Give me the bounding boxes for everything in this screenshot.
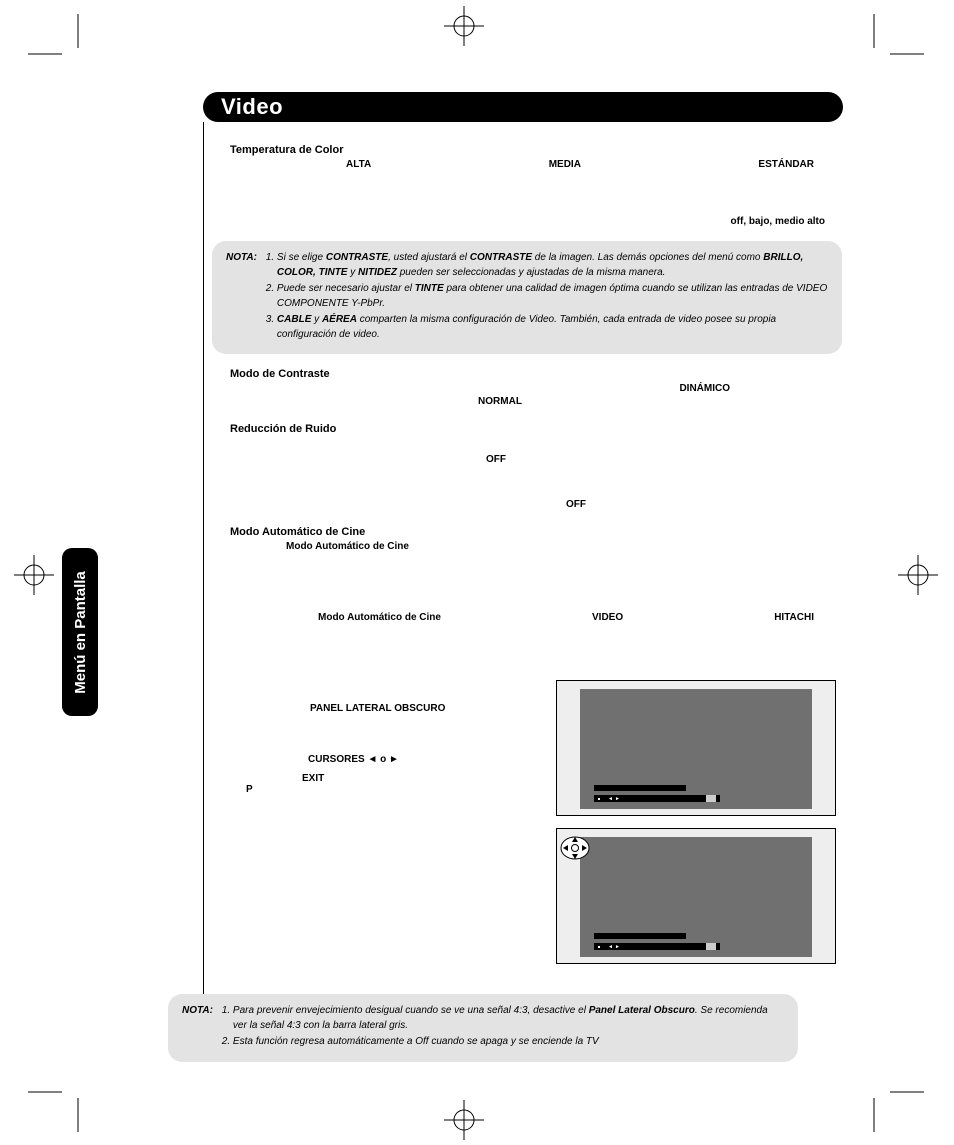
dpad-icon [560,833,590,863]
osd-slider-row-bottom: ◄► [594,943,720,950]
cine-row: Modo Automático de Cine VIDEO HITACHI [254,612,814,623]
reg-mark-bottom [444,1100,484,1140]
heading-contraste: Modo de Contraste [230,368,843,380]
crop-br [884,1080,924,1104]
crop-bl [28,1080,68,1104]
osd-indicator-icon [706,795,716,802]
osd-arrows-icon: ◄► [608,796,622,802]
temp-opt-estandar: ESTÁNDAR [758,159,814,170]
section-header-bar: Video [203,92,843,122]
reg-mark-left [14,555,54,595]
crop-tr [884,42,924,66]
ruido-off-1: OFF [486,454,843,465]
contraste-dinamico: DINÁMICO [230,383,730,394]
note2-item-1: Para prevenir envejecimiento desigual cu… [233,1004,784,1033]
osd-dot-icon [598,946,600,948]
osd-indicator-icon [706,943,716,950]
temp-opt-alta: ALTA [346,159,371,170]
note1-item-1: Si se elige CONTRASTE, usted ajustará el… [277,251,828,280]
tv-illustration-top: ◄► [556,680,836,816]
heading-cine: Modo Automático de Cine [230,526,843,538]
crop-tlv [66,8,90,48]
crop-tl [28,42,68,66]
tv-screen-bottom: ◄► [580,837,812,957]
temp-color-options-row: ALTA MEDIA ESTÁNDAR [254,159,814,170]
levels-line: off, bajo, medio alto [230,216,825,227]
reg-mark-top [444,6,484,46]
osd-title-bar-top [594,785,686,791]
crop-blv [66,1098,90,1138]
osd-slider-row-top: ◄► [594,795,720,802]
temp-opt-media: MEDIA [549,159,581,170]
note1-label: NOTA: [226,251,257,344]
note-box-2: NOTA: Para prevenir envejecimiento desig… [168,994,798,1062]
contraste-normal: NORMAL [230,396,770,407]
tv-illustration-bottom: ◄► [556,828,836,964]
cine-row-2: VIDEO [592,612,623,623]
cine-row-3: HITACHI [774,612,814,623]
note-box-1: NOTA: Si se elige CONTRASTE, usted ajust… [212,241,842,354]
crop-trv [862,8,886,48]
ruido-off-2: OFF [566,499,843,510]
side-tab-label: Menú en Pantalla [72,571,89,694]
osd-arrows-icon: ◄► [608,944,622,950]
crop-brv [862,1098,886,1138]
heading-ruido: Reducción de Ruido [230,423,843,435]
side-tab-menu-pantalla: Menú en Pantalla [62,548,98,716]
osd-title-bar-bottom [594,933,686,939]
section-header-title: Video [221,94,283,120]
heading-temp-color: Temperatura de Color [230,144,843,156]
note1-item-3: CABLE y AÉREA comparten la misma configu… [277,313,828,342]
osd-dot-icon [598,798,600,800]
tv-screen-top: ◄► [580,689,812,809]
note1-item-2: Puede ser necesario ajustar el TINTE par… [277,282,828,311]
reg-mark-right [898,555,938,595]
note2-item-2: Esta función regresa automáticamente a O… [233,1035,784,1050]
cine-row-1: Modo Automático de Cine [318,612,441,623]
cine-line2: Modo Automático de Cine [286,541,843,552]
note2-label: NOTA: [182,1004,213,1052]
